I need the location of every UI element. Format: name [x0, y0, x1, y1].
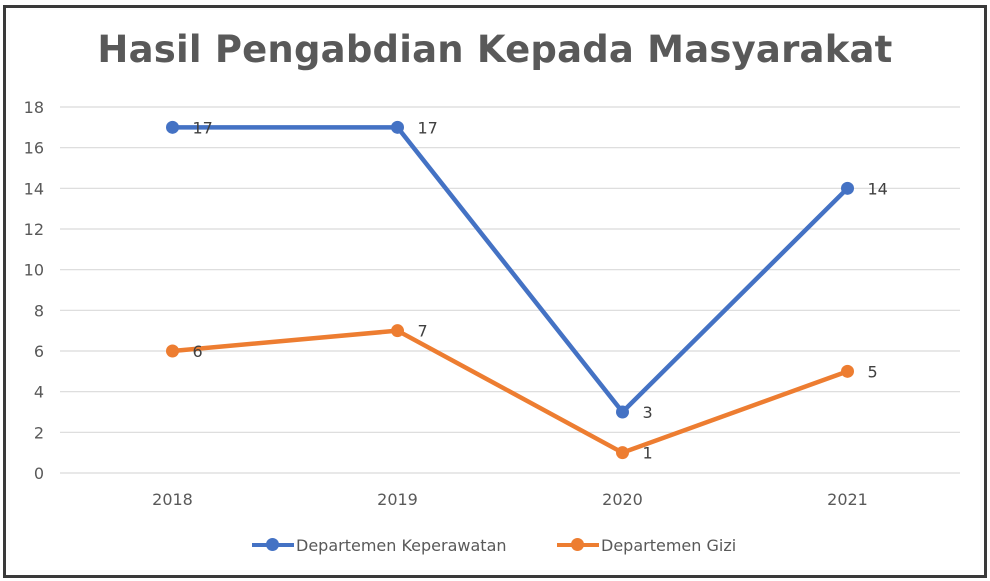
- series-0-data-label-2021: 14: [868, 179, 888, 198]
- y-tick-label-16: 16: [24, 139, 44, 158]
- series-line-1: [170, 328, 850, 455]
- x-tick-label-2019: 2019: [377, 490, 418, 509]
- y-tick-label-8: 8: [34, 301, 44, 320]
- y-tick-label-2: 2: [34, 423, 44, 442]
- y-tick-label-14: 14: [24, 179, 44, 198]
- chart-frame: [3, 5, 987, 578]
- y-tick-label-12: 12: [24, 220, 44, 239]
- x-tick-label-2021: 2021: [827, 490, 868, 509]
- series-1-point-2019: [391, 324, 404, 338]
- legend-label-keperawatan: Departemen Keperawatan: [296, 535, 507, 555]
- series-0-point-2019: [391, 120, 404, 134]
- series-1-data-label-2021: 5: [868, 362, 878, 381]
- series-line-0: [170, 125, 850, 415]
- legend-swatch-keperawatan: [250, 534, 296, 556]
- y-tick-label-10: 10: [24, 261, 44, 280]
- series-1-point-2020: [616, 446, 629, 460]
- series-0-data-label-2018: 17: [193, 118, 213, 137]
- series-0-point-2020: [616, 405, 629, 419]
- y-tick-label-6: 6: [34, 342, 44, 361]
- series-1-point-2021: [841, 364, 854, 378]
- legend-item-gizi: Departemen Gizi: [555, 534, 736, 556]
- series-0-data-label-2020: 3: [643, 403, 653, 422]
- legend-swatch-gizi: [555, 534, 601, 556]
- y-tick-label-18: 18: [24, 98, 44, 117]
- series-1-data-label-2018: 6: [193, 342, 203, 361]
- chart-legend: Departemen Keperawatan Departemen Gizi: [0, 534, 990, 556]
- series-0-point-2018: [166, 120, 179, 134]
- legend-label-gizi: Departemen Gizi: [601, 535, 737, 555]
- chart-title: Hasil Pengabdian Kepada Masyarakat: [97, 28, 893, 71]
- x-tick-label-2018: 2018: [152, 490, 193, 509]
- series-1-data-label-2020: 1: [643, 444, 653, 463]
- legend-item-keperawatan: Departemen Keperawatan: [250, 534, 507, 556]
- y-tick-label-4: 4: [34, 383, 44, 402]
- y-tick-label-0: 0: [34, 464, 44, 483]
- series-1-data-label-2019: 7: [418, 322, 428, 341]
- series-0-data-label-2019: 17: [418, 118, 438, 137]
- series-1-point-2018: [166, 344, 179, 358]
- x-tick-label-2020: 2020: [602, 490, 643, 509]
- series-0-point-2021: [841, 181, 854, 195]
